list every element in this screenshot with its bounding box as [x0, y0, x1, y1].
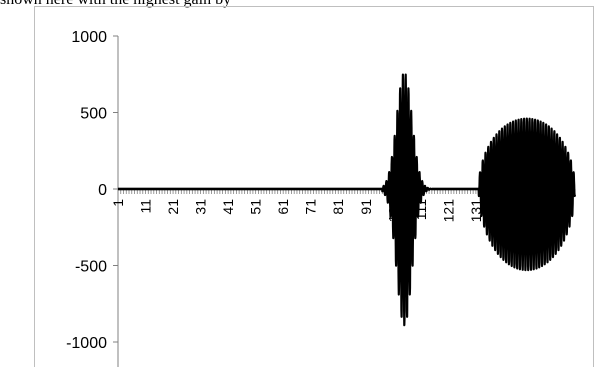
- x-tick-label: 41: [220, 199, 236, 215]
- x-tick-label: 71: [303, 199, 319, 215]
- x-tick-label: 21: [165, 199, 181, 215]
- y-tick-label: -500: [75, 259, 107, 276]
- waveform-line: [117, 73, 576, 327]
- caption-text: shown here with the highest gain by: [0, 0, 231, 9]
- chart-frame: [34, 6, 594, 367]
- x-tick-label: 61: [275, 199, 291, 215]
- x-tick-label: 121: [440, 199, 456, 223]
- y-tick-label: -1000: [66, 335, 107, 352]
- x-tick-label: 131: [468, 199, 484, 223]
- x-tick-label: 51: [248, 199, 264, 215]
- x-tick-label: 91: [358, 199, 374, 215]
- y-tick-label: 1000: [71, 29, 107, 46]
- x-tick-label: 11: [138, 199, 154, 214]
- x-tick-label: 81: [330, 199, 346, 215]
- y-tick-label: 0: [98, 182, 107, 199]
- x-tick-label: 1: [110, 199, 126, 207]
- y-tick-label: 500: [80, 106, 107, 123]
- x-tick-label: 31: [193, 199, 209, 215]
